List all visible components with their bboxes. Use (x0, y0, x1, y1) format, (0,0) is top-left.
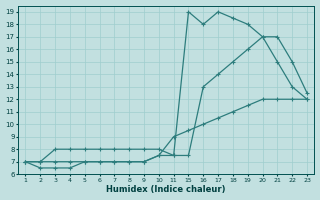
X-axis label: Humidex (Indice chaleur): Humidex (Indice chaleur) (107, 185, 226, 194)
